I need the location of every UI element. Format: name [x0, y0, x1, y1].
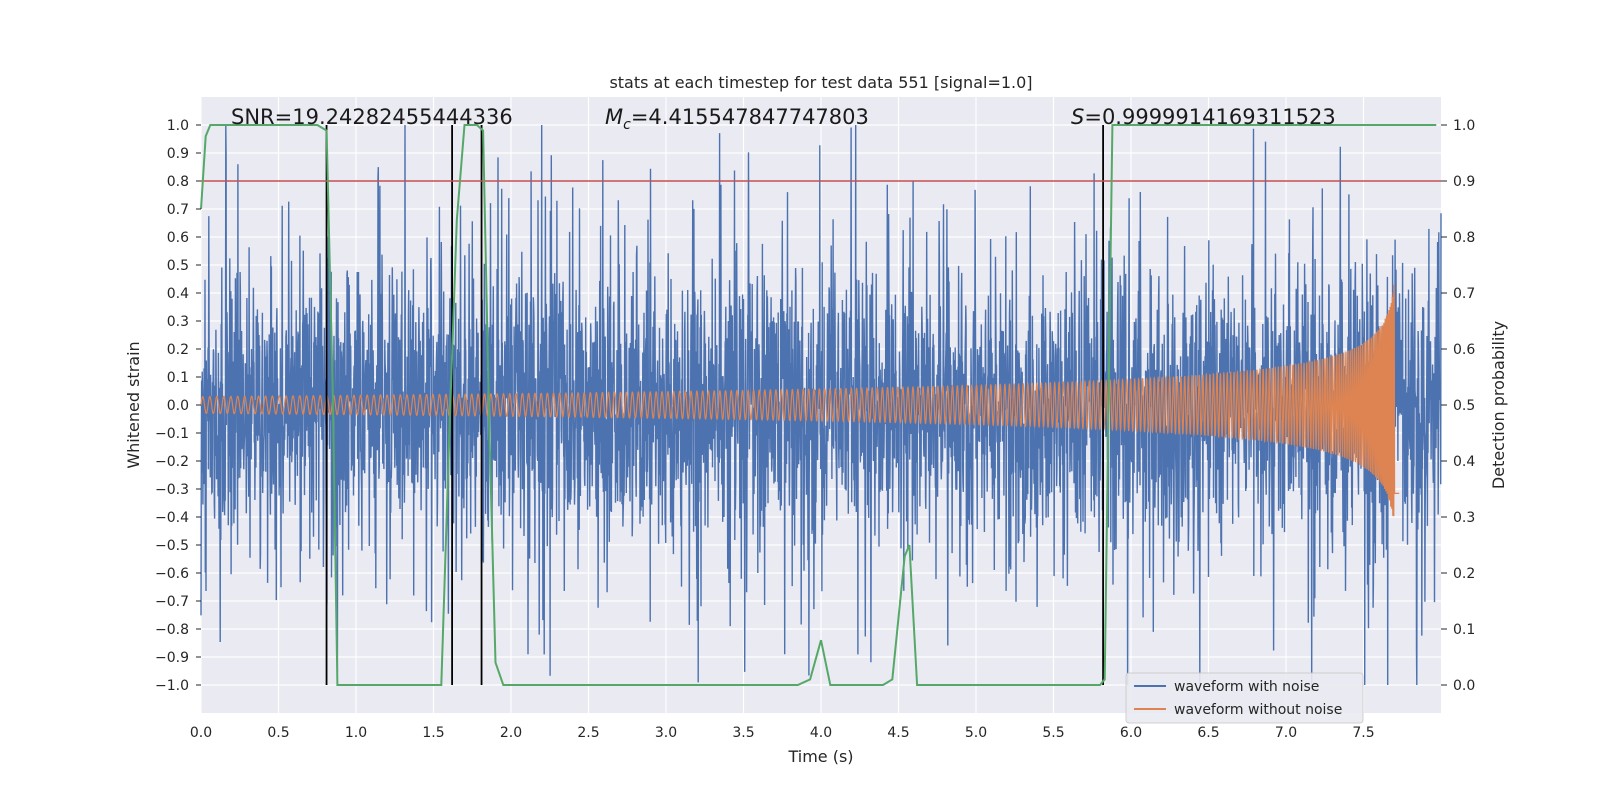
vertical-markers [325, 125, 1104, 685]
y-left-tick-label: 0.7 [167, 202, 189, 218]
y-left-tick-label: −0.1 [155, 426, 189, 442]
y-left-tick-label: −0.3 [155, 482, 189, 498]
legend-box [1125, 672, 1364, 724]
x-tick-label: 4.0 [810, 725, 832, 741]
y-right-tick-label: 0.8 [1453, 230, 1475, 246]
x-tick-label: 7.0 [1275, 725, 1297, 741]
y-right-tick-label: 0.6 [1453, 342, 1475, 358]
y-left-tick-label: 0.3 [167, 314, 189, 330]
y-left-tick-label: 0.0 [167, 398, 189, 414]
x-tick-label: 1.5 [422, 725, 444, 741]
y-right-tick-label: 0.1 [1453, 622, 1475, 638]
y-left-tick-label: −0.5 [155, 538, 189, 554]
y-right-tick-label: 0.9 [1453, 174, 1475, 190]
y-right-tick-label: 0.5 [1453, 398, 1475, 414]
y-left-tick-label: −0.4 [155, 510, 189, 526]
x-tick-label: 7.5 [1352, 725, 1374, 741]
x-tick-label: 2.5 [577, 725, 599, 741]
y-right-tick-label: 0.7 [1453, 286, 1475, 302]
y-left-tick-label: 1.0 [167, 118, 189, 134]
s-symbol: S [1071, 105, 1084, 129]
y-left-tick-label: 0.4 [167, 286, 189, 302]
y-right-tick-label: 1.0 [1453, 118, 1475, 134]
series-waveform-without-noise [200, 284, 1400, 517]
x-tick-label: 5.5 [1042, 725, 1064, 741]
series-waveform-with-noise [200, 124, 1442, 686]
legend-label-noise: waveform with noise [1174, 679, 1319, 695]
y-left-tick-label: 0.9 [167, 146, 189, 162]
chirp-line [200, 284, 1400, 517]
legend: waveform with noise waveform without noi… [1125, 672, 1364, 724]
x-tick-label: 5.0 [965, 725, 987, 741]
y-left-tick-label: 0.5 [167, 258, 189, 274]
y-left-tick-label: 0.6 [167, 230, 189, 246]
y-right-tick-label: 0.3 [1453, 510, 1475, 526]
y-left-tick-label: −0.7 [155, 594, 189, 610]
y-left-tick-label: −0.8 [155, 622, 189, 638]
y-left-tick-label: 0.1 [167, 370, 189, 386]
series-detection-probability [200, 124, 1437, 686]
chirp-mass-symbol: M [605, 105, 623, 129]
s-annotation: S=0.9999914169311523 [1071, 105, 1336, 129]
chirp-mass-annotation: Mc=4.415547847747803 [605, 105, 869, 133]
y-left-tick-label: 0.2 [167, 342, 189, 358]
x-tick-label: 6.0 [1120, 725, 1142, 741]
y-left-tick-label: −1.0 [155, 678, 189, 694]
chart-title: stats at each timestep for test data 551… [609, 73, 1032, 92]
x-tick-label: 3.0 [655, 725, 677, 741]
snr-annotation: SNR=19.24282455444336 [231, 105, 513, 129]
s-value: =0.9999914169311523 [1084, 105, 1335, 129]
y-right-tick-label: 0.2 [1453, 566, 1475, 582]
probability-line [200, 124, 1437, 686]
y-left-tick-label: 0.8 [167, 174, 189, 190]
x-tick-label: 4.5 [887, 725, 909, 741]
x-tick-label: 0.0 [190, 725, 212, 741]
noise-line [200, 124, 1442, 686]
x-tick-label: 6.5 [1197, 725, 1219, 741]
y-left-tick-label: −0.2 [155, 454, 189, 470]
y-right-tick-label: 0.0 [1453, 678, 1475, 694]
y-axis-label-left: Whitened strain [124, 341, 143, 468]
ticks: 0.0 0.5 1.0 1.5 2.0 2.5 3.0 3.5 4.0 4.5 5.0 5.5 6.0 6… [155, 118, 1475, 741]
x-tick-label: 0.5 [267, 725, 289, 741]
legend-label-clean: waveform without noise [1174, 702, 1342, 718]
x-axis-label: Time (s) [787, 747, 853, 766]
x-tick-label: 1.0 [345, 725, 367, 741]
y-axis-label-right: Detection probability [1489, 321, 1508, 489]
chirp-mass-value: =4.415547847747803 [631, 105, 869, 129]
y-right-tick-label: 0.4 [1453, 454, 1475, 470]
chirp-mass-subscript: c [623, 117, 631, 133]
y-left-tick-label: −0.9 [155, 650, 189, 666]
x-tick-label: 2.0 [500, 725, 522, 741]
x-tick-label: 3.5 [732, 725, 754, 741]
y-left-tick-label: −0.6 [155, 566, 189, 582]
